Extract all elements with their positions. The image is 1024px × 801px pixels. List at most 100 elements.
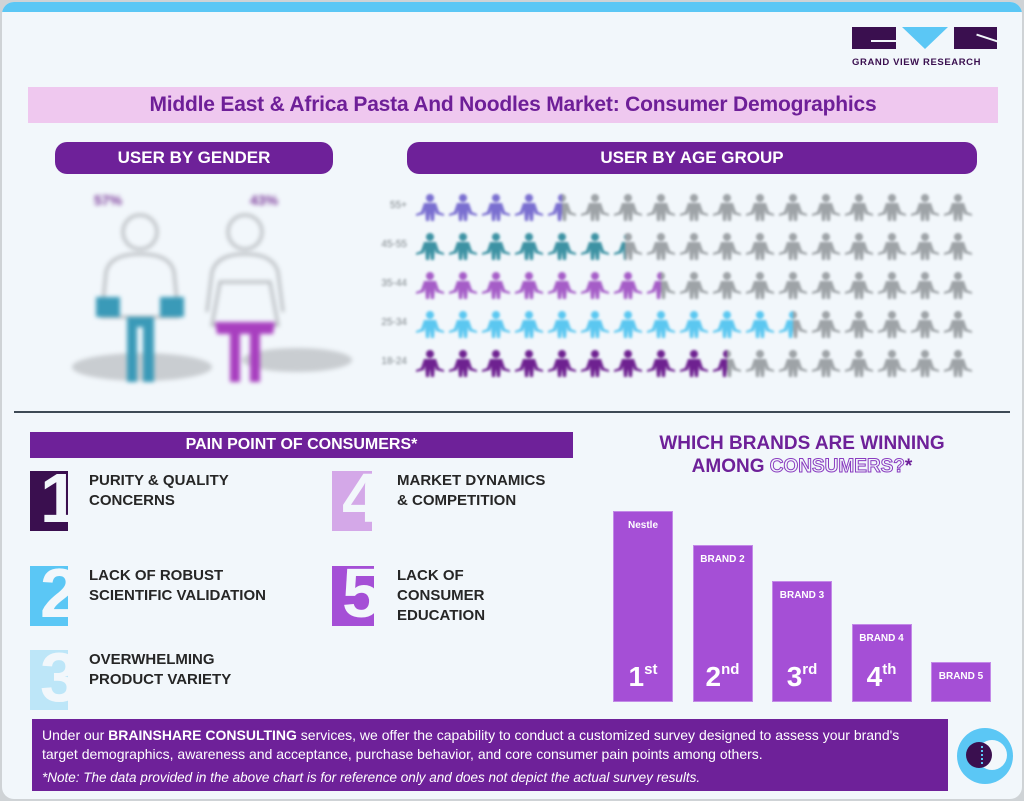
footer-panel: Under our BRAINSHARE CONSULTING services… (32, 719, 948, 791)
person-icon (845, 233, 873, 260)
person-icon (548, 311, 576, 338)
person-icon (845, 350, 873, 377)
person-icon (779, 311, 807, 338)
pain-point-item: 5 LACK OF CONSUMER EDUCATION (332, 566, 485, 626)
person-icon (878, 311, 906, 338)
brand-rank: 3rd (786, 661, 818, 692)
person-icon (614, 233, 642, 260)
age-row: 55+ (352, 192, 982, 222)
age-icons-55-plus (414, 192, 972, 222)
number-1-icon: 1 (30, 471, 68, 531)
person-icon (449, 272, 477, 299)
pain-point-text: EDUCATION (397, 607, 486, 624)
person-icon (746, 272, 774, 299)
person-icon (713, 272, 741, 299)
male-figure-icon (96, 213, 184, 382)
brand-rank: 4th (866, 661, 897, 692)
person-icon (944, 350, 972, 377)
person-icon (812, 350, 840, 377)
logo-v-mark-icon (901, 27, 948, 49)
brand-bar: Nestle 1st (613, 511, 673, 702)
person-icon (680, 311, 708, 338)
person-icon (482, 233, 510, 260)
male-percentage: 57% (94, 192, 123, 208)
person-icon (812, 272, 840, 299)
logo-text: GRAND VIEW RESEARCH (852, 57, 982, 68)
age-icons-45-55 (414, 231, 972, 261)
age-group-chart: 55+ 45-55 35-44 25-34 18-24 (352, 190, 982, 390)
person-icon (647, 194, 675, 221)
person-icon (416, 233, 444, 260)
person-icon (515, 233, 543, 260)
pain-point-text: SCIENTIFIC VALIDATION (89, 587, 266, 604)
person-icon (515, 350, 543, 377)
person-icon (713, 194, 741, 221)
number-4-icon: 4 (332, 471, 372, 531)
person-icon (482, 350, 510, 377)
person-icon (911, 233, 939, 260)
age-icons-18-24 (414, 348, 972, 378)
person-icon (614, 311, 642, 338)
age-icons-25-34 (414, 309, 972, 339)
person-icon (515, 311, 543, 338)
person-icon (581, 272, 609, 299)
person-icon (845, 311, 873, 338)
pain-point-item: 2 LACK OF ROBUST SCIENTIFIC VALIDATION (30, 566, 266, 626)
pain-point-text: & COMPETITION (397, 492, 517, 509)
person-icon (581, 311, 609, 338)
person-icon (944, 311, 972, 338)
person-icon (449, 233, 477, 260)
brainshare-badge-icon (957, 728, 1013, 784)
person-icon (449, 194, 477, 221)
logo-r-mark-icon (953, 27, 997, 49)
person-icon (746, 311, 774, 338)
pain-point-text: MARKET DYNAMICS (397, 472, 546, 489)
person-icon (647, 233, 675, 260)
person-icon (548, 233, 576, 260)
person-icon (779, 233, 807, 260)
person-icon (911, 311, 939, 338)
brand-name: BRAND 4 (859, 633, 904, 644)
pain-points-header: PAIN POINT OF CONSUMERS* (30, 432, 573, 458)
person-icon (812, 194, 840, 221)
person-icon (482, 272, 510, 299)
person-icon (878, 272, 906, 299)
brand-name: Nestle (627, 520, 658, 531)
person-icon (680, 272, 708, 299)
pain-point-text: LACK OF (397, 567, 464, 584)
age-header: USER BY AGE GROUP (407, 142, 977, 174)
pain-point-text: LACK OF ROBUST (89, 567, 224, 584)
brand-rank: 2nd (705, 661, 740, 692)
age-row: 25-34 (352, 309, 982, 339)
brand-name: BRAND 2 (700, 554, 745, 565)
person-icon (779, 194, 807, 221)
brands-bar-chart: Nestle 1st BRAND 2 2nd BRAND 3 3rd BRAND 4 4th B… (613, 502, 993, 702)
person-icon (614, 194, 642, 221)
number-5-icon: 5 (332, 566, 374, 626)
age-label: 18-24 (381, 356, 407, 367)
person-icon (449, 311, 477, 338)
person-icon (944, 233, 972, 260)
number-2-icon: 2 (30, 566, 68, 626)
person-icon (911, 194, 939, 221)
person-icon (416, 194, 444, 221)
person-icon (647, 311, 675, 338)
female-figure-icon (205, 213, 285, 382)
person-icon (746, 233, 774, 260)
person-icon (779, 350, 807, 377)
female-percentage: 43% (250, 192, 279, 208)
brands-title: WHICH BRANDS ARE WINNING AMONG CONSUMERS… (659, 433, 945, 478)
person-icon (449, 350, 477, 377)
page-title: Middle East & Africa Pasta And Noodles M… (149, 93, 877, 116)
person-icon (548, 194, 576, 221)
person-icon (647, 272, 675, 299)
title-bar: Middle East & Africa Pasta And Noodles M… (28, 87, 998, 123)
pain-point-item: 1 PURITY & QUALITY CONCERNS (30, 471, 229, 531)
age-icons-35-44 (414, 270, 972, 300)
grand-view-research-logo: GRAND VIEW RESEARCH (852, 27, 997, 68)
age-row: 35-44 (352, 270, 982, 300)
person-icon (746, 350, 774, 377)
age-row: 45-55 (352, 231, 982, 261)
person-icon (713, 350, 741, 377)
